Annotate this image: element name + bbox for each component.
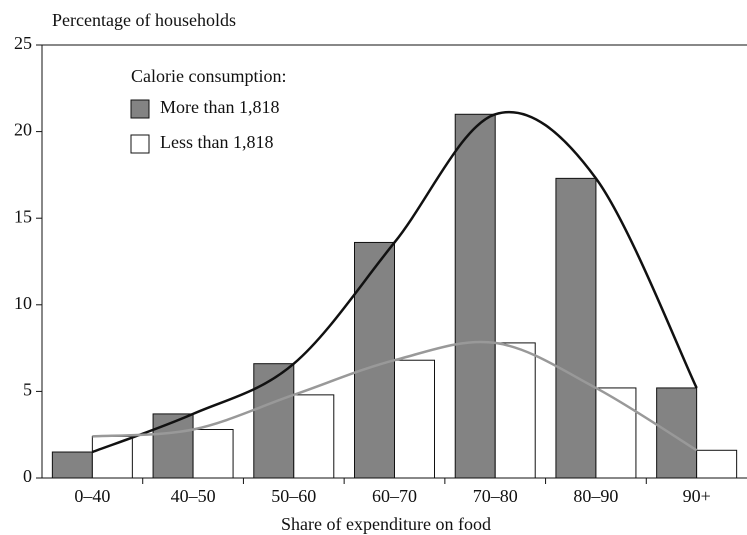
x-tick-label: 40–50 <box>171 486 216 506</box>
x-tick-label: 60–70 <box>372 486 417 506</box>
y-tick-label: 25 <box>14 33 32 53</box>
legend-swatch <box>130 99 150 119</box>
bar <box>91 435 133 479</box>
legend-label: More than 1,818 <box>160 97 279 117</box>
x-tick-label: 90+ <box>683 486 711 506</box>
x-tick-label: 80–90 <box>573 486 618 506</box>
bar <box>555 177 597 479</box>
x-tick-label: 0–40 <box>74 486 110 506</box>
bar <box>595 387 637 479</box>
legend-title: Calorie consumption: <box>131 66 286 86</box>
bar <box>152 413 194 479</box>
y-tick-label: 10 <box>14 293 32 313</box>
bar <box>656 387 698 479</box>
bar <box>253 363 295 479</box>
trend-line <box>92 340 698 452</box>
x-tick-label: 70–80 <box>473 486 518 506</box>
bar <box>293 394 335 479</box>
y-tick-label: 20 <box>14 120 32 140</box>
x-axis-label: Share of expenditure on food <box>281 514 491 534</box>
y-tick-label: 5 <box>23 380 32 400</box>
bar <box>394 359 435 479</box>
bar <box>192 429 234 479</box>
trend-line <box>91 110 698 454</box>
bar <box>696 449 738 479</box>
bar <box>51 451 93 479</box>
y-axis-label: Percentage of households <box>52 10 236 30</box>
y-tick-label: 15 <box>14 206 32 226</box>
bar <box>494 342 536 479</box>
bar <box>454 113 496 479</box>
legend-label: Less than 1,818 <box>160 132 273 152</box>
y-tick-label: 0 <box>23 466 32 486</box>
bar <box>354 241 395 479</box>
x-tick-label: 50–60 <box>271 486 316 506</box>
legend-swatch <box>130 134 150 154</box>
